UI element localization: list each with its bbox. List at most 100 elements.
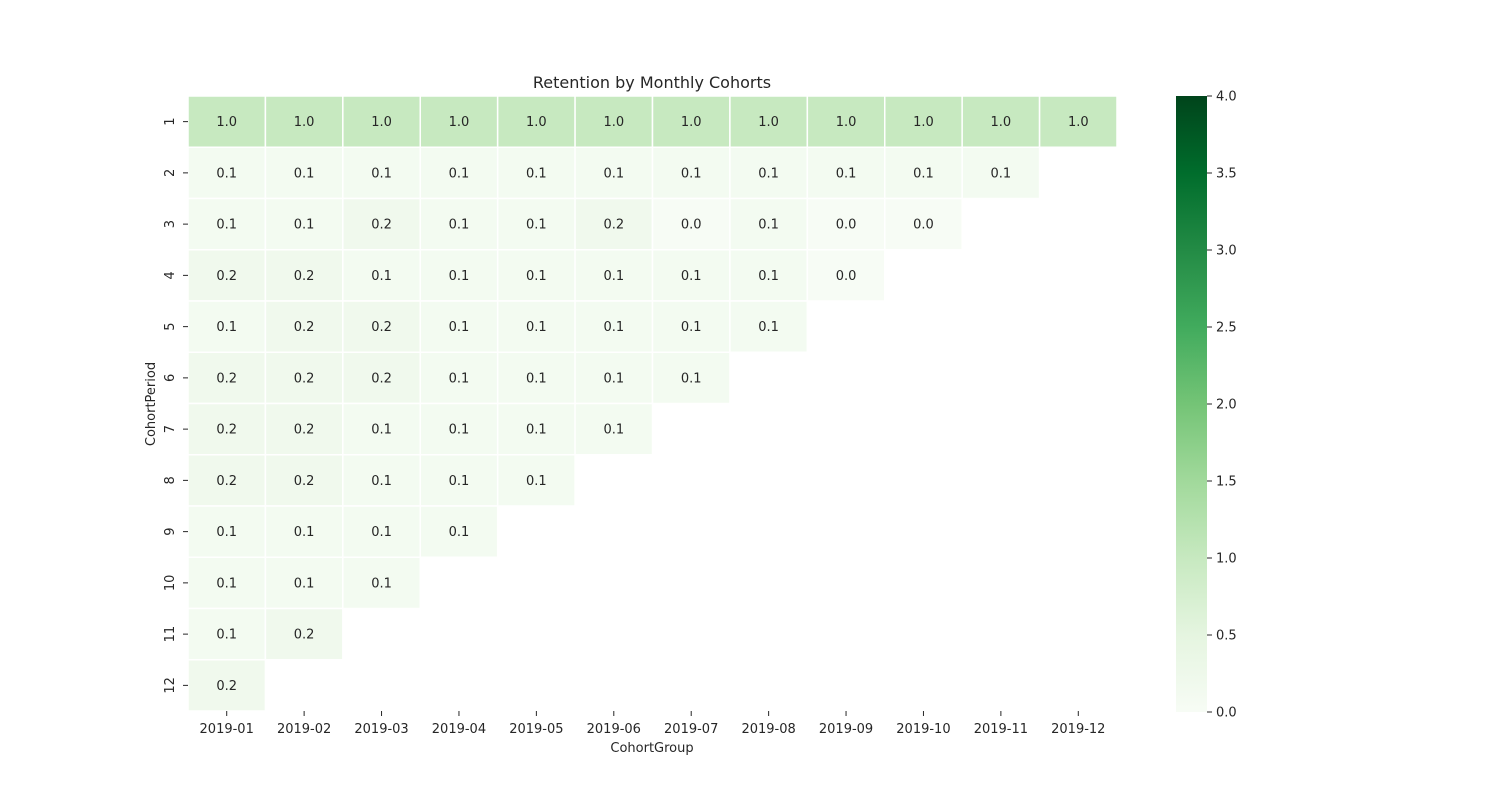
heatmap-cell-label: 0.1: [681, 269, 702, 284]
colorbar-tick-label: 1.5: [1216, 475, 1237, 490]
heatmap-cell-label: 0.0: [836, 218, 857, 233]
heatmap-cell: [419, 402, 499, 456]
heatmap-cell-label: 0.1: [371, 576, 392, 591]
colorbar-tick-label: 0.0: [1216, 706, 1237, 721]
heatmap-cell-label: 0.1: [603, 423, 624, 438]
heatmap-cell-label: 0.1: [526, 371, 547, 386]
heatmap-cell: [651, 249, 731, 302]
heatmap-cell-label: 0.2: [371, 320, 392, 335]
y-tick-label: 12: [163, 677, 178, 694]
heatmap-cell-label: 1.0: [991, 115, 1012, 130]
heatmap-cell: [884, 146, 963, 200]
heatmap-cell: [496, 351, 576, 405]
heatmap-cell-label: 0.2: [294, 371, 315, 386]
heatmap-cell-label: 0.1: [913, 166, 934, 181]
heatmap-cell-label: 0.1: [449, 423, 470, 438]
x-tick-label: 2019-09: [819, 722, 873, 737]
heatmap-cell: [496, 197, 576, 251]
heatmap-cell: [884, 197, 963, 251]
x-tick-label: 2019-10: [896, 722, 950, 737]
heatmap-cell-label: 0.1: [449, 269, 470, 284]
heatmap-cells: [187, 95, 1118, 712]
heatmap-cell: [729, 95, 809, 148]
heatmap-cell-label: 1.0: [836, 115, 857, 130]
heatmap-cell-label: 1.0: [1068, 115, 1089, 130]
y-axis-label: CohortPeriod: [144, 362, 159, 446]
heatmap-cell: [496, 300, 576, 353]
y-tick-label: 2: [163, 169, 178, 177]
heatmap-cell: [264, 556, 344, 610]
heatmap-cell-label: 0.1: [449, 320, 470, 335]
x-tick-label: 2019-01: [200, 722, 254, 737]
heatmap-cell: [419, 351, 499, 405]
heatmap-cell-label: 0.2: [603, 218, 624, 233]
heatmap-cell-label: 0.1: [371, 525, 392, 540]
heatmap-cell-label: 0.1: [526, 423, 547, 438]
heatmap-cell-label: 0.1: [449, 525, 470, 540]
heatmap-cell: [187, 607, 267, 661]
heatmap-cell: [729, 197, 809, 251]
heatmap-cell-label: 0.1: [758, 166, 779, 181]
heatmap-cell-label: 0.1: [294, 166, 315, 181]
heatmap-cell: [574, 95, 654, 148]
heatmap-cell-label: 0.1: [216, 320, 237, 335]
heatmap-cell-label: 0.2: [371, 371, 392, 386]
x-tick-label: 2019-06: [587, 722, 641, 737]
heatmap-cell-label: 0.1: [758, 218, 779, 233]
x-axis-ticks: 2019-01 2019-02 2019-03 2019-04 2019-05 2019-…: [200, 711, 1105, 737]
heatmap-cell-label: 0.1: [449, 474, 470, 489]
heatmap-cell-label: 0.1: [603, 320, 624, 335]
heatmap-cell-label: 0.0: [836, 269, 857, 284]
heatmap-cell: [419, 249, 499, 302]
heatmap-cell: [729, 300, 809, 353]
heatmap-cell-label: 0.1: [681, 166, 702, 181]
colorbar: 0.0 0.5 1.0 1.5 2.0 2.5 3.0 3.5 4.0: [1176, 90, 1237, 721]
heatmap-cell: [187, 454, 267, 507]
heatmap-cell: [806, 249, 886, 302]
y-tick-label: 7: [163, 425, 178, 433]
heatmap-cell-label: 1.0: [371, 115, 392, 130]
heatmap-cell: [419, 505, 499, 558]
heatmap-cell: [574, 146, 654, 200]
heatmap-cell-label: 0.1: [836, 166, 857, 181]
heatmap-cell-label: 1.0: [449, 115, 470, 130]
heatmap-cell-label: 0.1: [526, 166, 547, 181]
heatmap-cell: [806, 146, 886, 200]
heatmap-cell-label: 0.2: [216, 679, 237, 694]
heatmap-cell-label: 0.1: [294, 218, 315, 233]
heatmap-cell: [729, 146, 809, 200]
heatmap-cell-label: 0.2: [216, 474, 237, 489]
heatmap-cell: [419, 197, 499, 251]
heatmap-cell-label: 0.1: [526, 320, 547, 335]
heatmap-cell-label: 0.2: [294, 474, 315, 489]
x-tick-label: 2019-02: [277, 722, 331, 737]
heatmap-cell-label: 1.0: [681, 115, 702, 130]
y-tick-label: 6: [163, 374, 178, 382]
colorbar-tick-label: 0.5: [1216, 629, 1237, 644]
heatmap-cell: [496, 454, 576, 507]
x-tick-label: 2019-12: [1051, 722, 1105, 737]
heatmap-cell-label: 1.0: [913, 115, 934, 130]
heatmap-cell: [187, 659, 267, 712]
heatmap-cell: [187, 556, 267, 610]
heatmap-cell: [264, 607, 344, 661]
heatmap-cell-label: 1.0: [216, 115, 237, 130]
colorbar-gradient: [1176, 96, 1207, 712]
heatmap-cell-label: 0.1: [449, 371, 470, 386]
heatmap-cell-label: 0.1: [216, 525, 237, 540]
y-tick-label: 8: [163, 476, 178, 484]
heatmap-cell-label: 0.1: [449, 218, 470, 233]
heatmap-cell-labels: 1.0 1.0 1.0 1.0 1.0 1.0 1.0 1.0 1.0 1.0 1.0 1.0 0.1 0…: [216, 115, 1088, 694]
heatmap-cell-label: 0.1: [681, 320, 702, 335]
heatmap-cell-label: 0.1: [603, 269, 624, 284]
y-tick-label: 10: [163, 575, 178, 592]
heatmap-cell-label: 1.0: [603, 115, 624, 130]
x-tick-label: 2019-04: [432, 722, 486, 737]
heatmap-cell-label: 0.1: [449, 166, 470, 181]
x-tick-label: 2019-11: [974, 722, 1028, 737]
heatmap-cell-label: 1.0: [294, 115, 315, 130]
heatmap-cell: [264, 146, 344, 200]
heatmap-cell-label: 0.1: [526, 218, 547, 233]
heatmap-cell-label: 0.1: [216, 166, 237, 181]
